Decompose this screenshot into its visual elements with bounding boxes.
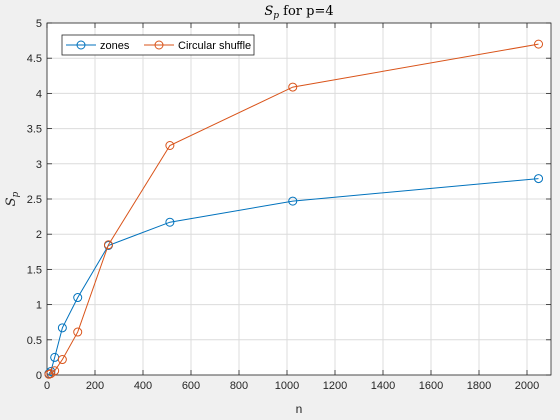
data-point bbox=[288, 82, 298, 92]
y-tick-label: 3.5 bbox=[27, 124, 42, 136]
y-tick-label: 3 bbox=[36, 159, 42, 171]
data-point bbox=[103, 240, 113, 250]
data-point bbox=[288, 196, 298, 206]
y-tick-label: 4.5 bbox=[27, 53, 42, 65]
legend: zones Circular shuffle bbox=[61, 34, 255, 56]
series-line-1 bbox=[48, 43, 539, 375]
chart-title: Sp for p=4 bbox=[264, 4, 333, 21]
data-point bbox=[534, 39, 544, 49]
data-point bbox=[73, 293, 83, 303]
data-point bbox=[57, 323, 67, 333]
x-tick-label: 1200 bbox=[323, 380, 347, 392]
y-tick-label: 2.5 bbox=[27, 194, 42, 206]
legend-label: zones bbox=[100, 40, 130, 52]
data-point bbox=[57, 355, 67, 365]
data-point bbox=[73, 327, 83, 337]
axes: 0 200 400 600 800 1000 1200 1400 1600 1800 2000 0 0.… bbox=[27, 18, 552, 392]
series-line-0 bbox=[48, 178, 539, 374]
legend-label: Circular shuffle bbox=[178, 40, 251, 52]
data-point bbox=[165, 140, 175, 150]
x-tick-label: 2000 bbox=[515, 380, 539, 392]
x-axis-label: n bbox=[296, 402, 303, 416]
y-tick-label: 1.5 bbox=[27, 264, 42, 276]
x-tick-label: 200 bbox=[86, 380, 104, 392]
legend-swatch-marker bbox=[76, 40, 86, 50]
data-point bbox=[165, 217, 175, 227]
y-tick-label: 2 bbox=[36, 229, 42, 241]
x-tick-label: 1600 bbox=[419, 380, 443, 392]
legend-swatch-marker bbox=[154, 40, 164, 50]
y-tick-label: 0.5 bbox=[27, 335, 42, 347]
x-tick-label: 1400 bbox=[371, 380, 395, 392]
data-point bbox=[534, 174, 544, 184]
data-point bbox=[50, 366, 60, 376]
y-tick-label: 1 bbox=[36, 300, 42, 312]
y-axis-label: Sp bbox=[4, 191, 21, 206]
x-tick-label: 400 bbox=[134, 380, 152, 392]
x-tick-label: 600 bbox=[182, 380, 200, 392]
y-tick-label: 0 bbox=[36, 370, 42, 382]
x-tick-label: 1000 bbox=[275, 380, 299, 392]
x-tick-label: 1800 bbox=[467, 380, 491, 392]
y-tick-label: 4 bbox=[36, 88, 42, 100]
x-tick-label: 800 bbox=[230, 380, 248, 392]
y-tick-label: 5 bbox=[36, 18, 42, 30]
series-layer bbox=[44, 39, 544, 379]
data-point bbox=[46, 366, 56, 376]
x-tick-label: 0 bbox=[44, 380, 50, 392]
